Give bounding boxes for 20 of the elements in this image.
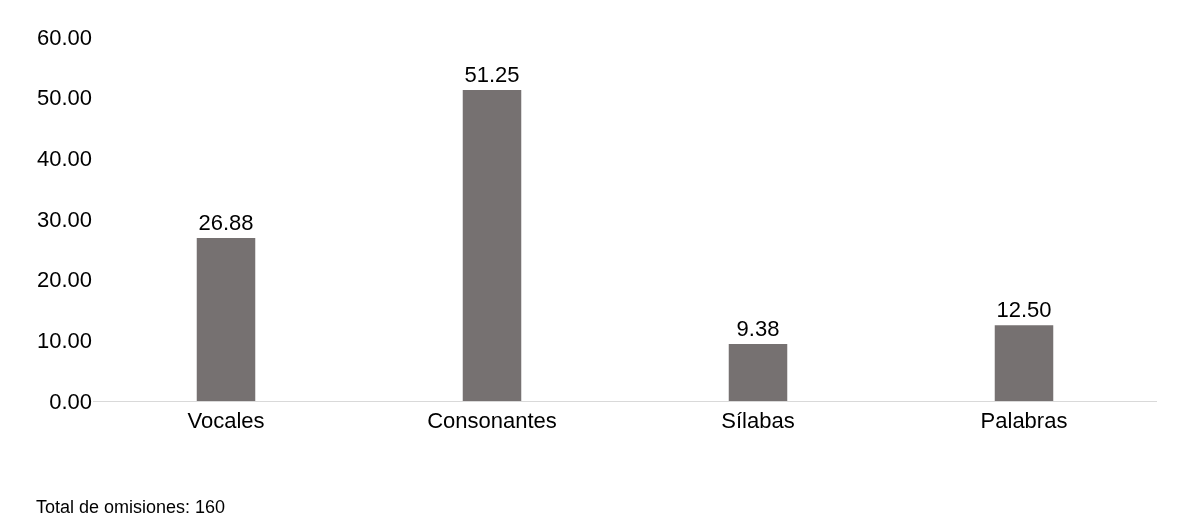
y-tick-label: 60.00 bbox=[36, 24, 92, 50]
text: Total de omisiones: 160 bbox=[36, 497, 226, 517]
x-tick-label: Palabras bbox=[980, 408, 1068, 434]
data-label: 51.25 bbox=[464, 62, 520, 88]
y-tick-label: 20.00 bbox=[36, 267, 92, 293]
y-tick-label: 50.00 bbox=[36, 85, 92, 111]
x-tick-label: Vocales bbox=[187, 408, 265, 434]
bar bbox=[728, 344, 788, 401]
bar bbox=[462, 90, 522, 401]
bar bbox=[196, 237, 256, 401]
x-tick-label: Sílabas bbox=[721, 408, 795, 434]
y-tick-label: 10.00 bbox=[36, 328, 92, 354]
data-label: 9.38 bbox=[736, 316, 780, 342]
x-tick-label: Consonantes bbox=[427, 408, 557, 434]
data-label: 12.50 bbox=[996, 297, 1052, 323]
y-tick-label: 40.00 bbox=[36, 146, 92, 172]
data-label: 26.88 bbox=[198, 209, 254, 235]
y-tick-label: 0.00 bbox=[49, 388, 92, 414]
bar bbox=[994, 325, 1054, 401]
y-tick-label: 30.00 bbox=[36, 206, 92, 232]
